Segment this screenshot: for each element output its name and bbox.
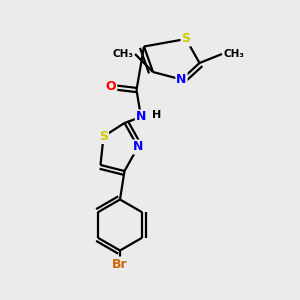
Text: H: H bbox=[152, 110, 162, 121]
Text: S: S bbox=[182, 32, 190, 46]
Text: CH₃: CH₃ bbox=[224, 49, 244, 59]
Text: N: N bbox=[136, 110, 146, 124]
Text: CH₃: CH₃ bbox=[112, 49, 134, 59]
Text: N: N bbox=[133, 140, 143, 154]
Text: N: N bbox=[176, 73, 187, 86]
Text: S: S bbox=[99, 130, 108, 143]
Text: O: O bbox=[106, 80, 116, 94]
Text: Br: Br bbox=[112, 257, 128, 271]
